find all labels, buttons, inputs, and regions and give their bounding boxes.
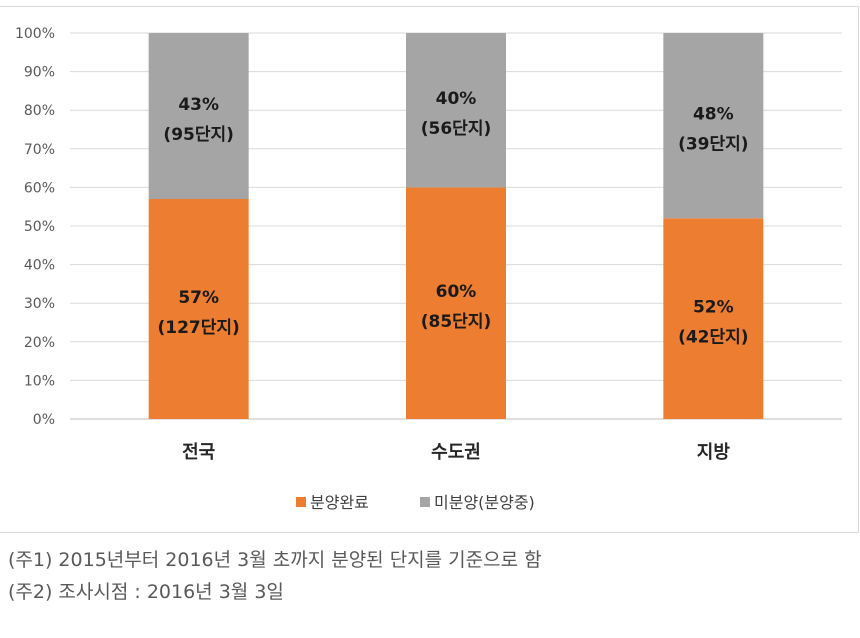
bar-segment [663, 33, 764, 219]
bar-segment [663, 218, 764, 419]
y-tick-label: 80% [24, 103, 55, 119]
legend-label: 분양완료 [310, 493, 369, 512]
y-tick-label: 100% [15, 26, 55, 42]
bar-count-label: (39단지) [678, 135, 748, 155]
stacked-bar-chart: 0% 10% 20% 30% 40% 50% 60% 70% 80% 90% 100% 57% (12… [15, 26, 842, 512]
bar-value-label: 60% [436, 282, 477, 302]
y-tick-label: 20% [24, 335, 55, 351]
bar-count-label: (95단지) [163, 125, 233, 145]
bar-value-label: 57% [178, 288, 219, 308]
y-tick-label: 60% [24, 180, 55, 196]
bar-value-label: 52% [693, 298, 734, 318]
x-category-label: 수도권 [431, 442, 481, 463]
x-category-label: 지방 [697, 442, 731, 463]
y-axis-ticks: 0% 10% 20% 30% 40% 50% 60% 70% 80% 90% 100% [15, 26, 55, 428]
bar-value-label: 40% [436, 89, 477, 109]
bar-segment [148, 33, 249, 199]
legend-swatch [420, 497, 430, 507]
chart-frame [0, 6, 859, 533]
bars [148, 33, 764, 419]
bar-value-label: 43% [178, 95, 219, 115]
y-tick-label: 50% [24, 219, 55, 235]
footnote-2: (주2) 조사시점 : 2016년 3월 3일 [8, 581, 284, 603]
bar-count-label: (85단지) [421, 312, 491, 332]
x-category-label: 전국 [182, 442, 215, 463]
bar-count-label: (56단지) [421, 119, 491, 139]
bar-segment [406, 33, 506, 188]
legend-swatch [296, 497, 306, 507]
bar-value-label: 48% [693, 105, 734, 125]
y-tick-label: 40% [24, 258, 55, 274]
y-tick-label: 0% [33, 412, 55, 428]
bar-labels: 57% (127단지) 43% (95단지) 60% (85단지) 40% (56단지) 52%… [158, 89, 749, 347]
footnote-1: (주1) 2015년부터 2016년 3월 초까지 분양된 단지를 기준으로 함 [8, 549, 542, 571]
footnotes: (주1) 2015년부터 2016년 3월 초까지 분양된 단지를 기준으로 함… [8, 544, 542, 608]
y-tick-label: 90% [24, 65, 55, 81]
bar-count-label: (42단지) [678, 328, 748, 348]
y-tick-label: 10% [24, 373, 55, 389]
legend: 분양완료 미분양(분양중) [296, 493, 535, 512]
x-axis-categories: 전국 수도권 지방 [182, 442, 730, 463]
y-tick-label: 70% [24, 142, 55, 158]
bar-segment [406, 187, 506, 419]
legend-label: 미분양(분양중) [434, 493, 535, 512]
bar-segment [148, 198, 249, 419]
y-tick-label: 30% [24, 296, 55, 312]
bar-count-label: (127단지) [158, 318, 240, 338]
